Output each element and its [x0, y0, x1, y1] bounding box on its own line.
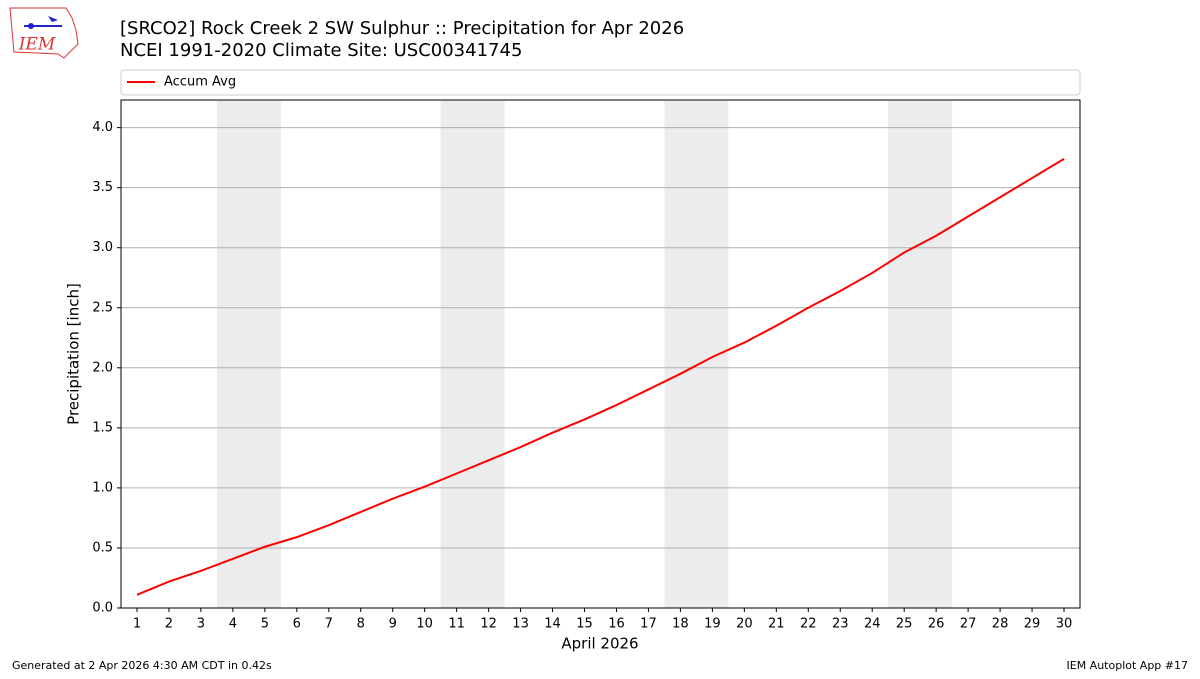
x-tick-label: 28	[992, 617, 1009, 632]
x-tick-label: 10	[416, 617, 433, 632]
x-tick-label: 25	[896, 617, 913, 632]
legend-label: Accum Avg	[164, 75, 236, 90]
x-tick-label: 18	[672, 617, 689, 632]
logo-dot	[28, 23, 34, 29]
weekend-shade	[216, 100, 281, 608]
x-tick-label: 3	[197, 617, 205, 632]
y-tick-label: 3.0	[92, 240, 113, 255]
y-tick-label: 0.0	[92, 601, 113, 616]
x-tick-label: 2	[165, 617, 173, 632]
x-tick-label: 23	[832, 617, 849, 632]
logo-text: IEM	[18, 35, 56, 55]
x-tick-label: 6	[293, 617, 301, 632]
x-tick-label: 19	[704, 617, 721, 632]
y-tick-label: 2.0	[92, 360, 113, 375]
y-tick-label: 2.5	[92, 300, 113, 315]
plot-frame	[120, 99, 1081, 609]
x-tick-label: 27	[960, 617, 977, 632]
x-tick-label: 13	[512, 617, 529, 632]
weekend-shade	[440, 100, 505, 608]
x-tick-label: 9	[389, 617, 397, 632]
x-tick-label: 7	[325, 617, 333, 632]
logo-outline	[9, 7, 79, 59]
x-tick-label: 22	[800, 617, 817, 632]
x-tick-label: 14	[544, 617, 561, 632]
x-axis-label: April 2026	[561, 635, 638, 653]
x-tick-label: 5	[261, 617, 269, 632]
weekend-shade	[888, 100, 953, 608]
y-tick-label: 3.5	[92, 180, 113, 195]
x-tick-label: 15	[576, 617, 593, 632]
x-tick-label: 8	[357, 617, 365, 632]
x-tick-label: 12	[480, 617, 497, 632]
footer-right: IEM Autoplot App #17	[1067, 659, 1189, 672]
x-tick-label: 17	[640, 617, 657, 632]
logo: IEM	[9, 7, 79, 59]
y-tick-label: 1.5	[92, 420, 113, 435]
y-tick-label: 1.0	[92, 480, 113, 495]
logo-vane	[48, 16, 58, 22]
chart-subtitle: NCEI 1991-2020 Climate Site: USC00341745	[120, 40, 522, 61]
x-tick-label: 30	[1056, 617, 1073, 632]
x-tick-label: 24	[864, 617, 881, 632]
y-tick-label: 4.0	[92, 120, 113, 135]
x-tick-label: 16	[608, 617, 625, 632]
x-tick-label: 11	[448, 617, 465, 632]
x-tick-label: 4	[229, 617, 237, 632]
data-line	[136, 157, 1065, 596]
x-tick-label: 20	[736, 617, 753, 632]
x-tick-label: 1	[133, 617, 141, 632]
x-tick-label: 26	[928, 617, 945, 632]
y-tick-label: 0.5	[92, 540, 113, 555]
chart-title: [SRCO2] Rock Creek 2 SW Sulphur :: Preci…	[120, 18, 684, 39]
y-axis-label: Precipitation [inch]	[65, 283, 83, 425]
x-tick-label: 29	[1024, 617, 1041, 632]
x-tick-label: 21	[768, 617, 785, 632]
legend-box	[120, 69, 1081, 96]
footer-left: Generated at 2 Apr 2026 4:30 AM CDT in 0…	[12, 659, 272, 672]
